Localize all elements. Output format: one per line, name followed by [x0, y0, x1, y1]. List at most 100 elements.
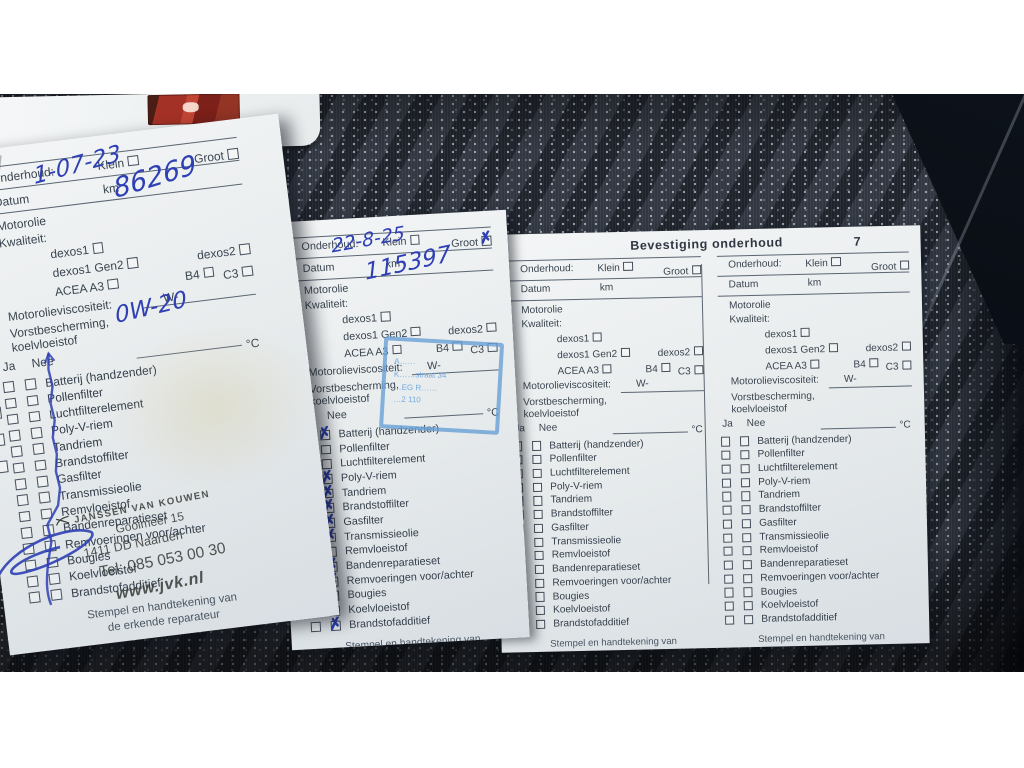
temperature-blank — [612, 422, 688, 434]
datum-label: Datum — [302, 261, 335, 276]
klein-label: Klein — [805, 258, 828, 270]
checkbox-ja — [722, 519, 733, 529]
page-bevestiging-onderhoud: Bevestiging onderhoud 7 Onderhoud: Klein… — [492, 225, 930, 653]
checklist-label: Koelvloeistof — [348, 600, 410, 617]
dexos2-label: dexos2 — [196, 243, 237, 263]
checkbox-nee — [741, 532, 752, 543]
checkbox-ja — [722, 505, 732, 516]
checklist-label: Bougies — [347, 587, 387, 602]
dexos1-checkbox — [92, 242, 105, 254]
groot-label: Groot — [870, 261, 897, 273]
checkbox-nee — [534, 537, 544, 547]
checkbox-nee — [740, 477, 751, 488]
checklist-label: Remvoeringen voor/achter — [760, 570, 880, 584]
klein-checkbox — [623, 261, 633, 272]
groot-label: Groot — [663, 265, 689, 278]
c3-label: C3 — [222, 266, 240, 282]
checklist-row: Remvoeringen voor/achter — [516, 574, 708, 588]
acea-checkbox — [602, 363, 612, 374]
garage-logo-icon — [56, 515, 70, 526]
klein-checkbox — [127, 154, 140, 167]
datum-label: Datum — [520, 283, 551, 296]
checkbox-nee — [535, 619, 546, 630]
b4-checkbox — [661, 362, 671, 372]
checklist-label: Batterij (handzender) — [757, 433, 852, 447]
checklist-label: Transmissieolie — [759, 529, 830, 543]
checklist-label: Poly-V-riem — [550, 480, 603, 493]
temperature-blank — [820, 418, 896, 430]
dexos2-label: dexos2 — [447, 323, 484, 338]
km-label: km — [807, 277, 822, 290]
checklist-row: Remvloeistof — [515, 547, 707, 561]
checklist-row: Pollenfilter — [721, 446, 913, 460]
dexos1gen2-checkbox — [620, 347, 631, 357]
checklist-label: Gasfilter — [759, 517, 797, 529]
checkbox-ja — [721, 478, 732, 488]
checkbox-nee — [320, 444, 332, 455]
checkbox-nee — [330, 620, 341, 631]
dexos1-checkbox — [380, 311, 391, 322]
viscositeit-label: Motorolieviscositeit: — [730, 374, 820, 388]
checkbox-ja — [16, 494, 29, 507]
groot-label: Groot — [193, 148, 225, 167]
checklist-row: Tandriem — [514, 492, 706, 506]
checkbox-ja — [18, 510, 31, 523]
checkbox-nee — [740, 464, 750, 474]
viscositeit-label: Motorolieviscositeit: — [522, 379, 612, 393]
pen-stroke — [43, 351, 62, 606]
checkbox-nee — [534, 551, 544, 561]
checkbox-nee — [741, 505, 751, 515]
checklist-label: Bandenreparatieset — [759, 556, 849, 570]
signature-scribble — [0, 529, 94, 581]
checklist-label: Luchtfilterelement — [757, 461, 838, 474]
b4-checkbox — [869, 357, 879, 368]
checklist-label: Bougies — [552, 590, 590, 603]
checkbox-nee — [742, 560, 753, 570]
groot-checkbox — [227, 147, 240, 160]
checkbox-nee — [532, 482, 543, 492]
checklist-row: Brandstofadditief — [517, 615, 709, 630]
checklist-label: Transmissieolie — [551, 534, 622, 548]
checkbox-ja — [6, 413, 19, 426]
checkbox-nee — [319, 429, 331, 441]
checklist-label: Pollenfilter — [757, 448, 805, 461]
viscosity-blank: W- — [829, 372, 912, 388]
checklist-row: Bougies — [724, 583, 916, 597]
checkbox-ja — [721, 464, 732, 474]
b4-checkbox — [203, 266, 215, 279]
celsius-label: °C — [691, 424, 703, 436]
service-column-form: Onderhoud: Klein Groot Datum km Motoroli… — [716, 251, 918, 653]
dexos1-checkbox — [800, 327, 811, 338]
checkbox-ja — [10, 445, 23, 458]
c3-checkbox — [241, 265, 254, 278]
checkbox-nee — [532, 468, 542, 479]
checkbox-ja — [723, 546, 733, 557]
checklist-label: Remvloeistof — [759, 543, 819, 557]
motorolie-label: Motorolie — [728, 299, 771, 312]
checklist-row: Remvoeringen voor/achter — [724, 570, 916, 584]
checklist-label: Batterij (handzender) — [549, 438, 644, 452]
dexos2-checkbox — [486, 322, 497, 333]
service-column: Onderhoud: Klein Groot Datum km Motoroli… — [508, 256, 710, 653]
checkbox-nee — [535, 605, 546, 616]
b4-label: B4 — [184, 267, 201, 283]
ja-label: Ja — [722, 418, 733, 430]
checklist-row: Transmissieolie — [723, 528, 915, 543]
checklist-label: Koelvloeistof — [760, 598, 819, 612]
checkbox-ja — [28, 591, 41, 604]
photo: Onderhoud: Klein Groot Datum km Motoroli… — [0, 94, 1024, 672]
checklist-row: Poly-V-riem — [721, 474, 914, 488]
checklist-label: Remvloeistof — [344, 542, 408, 558]
celsius-label: °C — [245, 335, 261, 351]
c3-label: C3 — [677, 365, 691, 378]
checklist-label: Remvoeringen voor/achter — [552, 574, 672, 589]
checkbox-nee — [741, 491, 751, 501]
checkbox-ja — [12, 462, 25, 474]
checklist-row: Pollenfilter — [513, 451, 705, 465]
dexos1-label: dexos1 — [341, 312, 378, 326]
checkbox-ja — [724, 601, 735, 612]
checkbox-nee — [533, 523, 544, 534]
ja-label: Ja — [1, 358, 17, 374]
acea-label: ACEA A3 — [765, 360, 808, 373]
